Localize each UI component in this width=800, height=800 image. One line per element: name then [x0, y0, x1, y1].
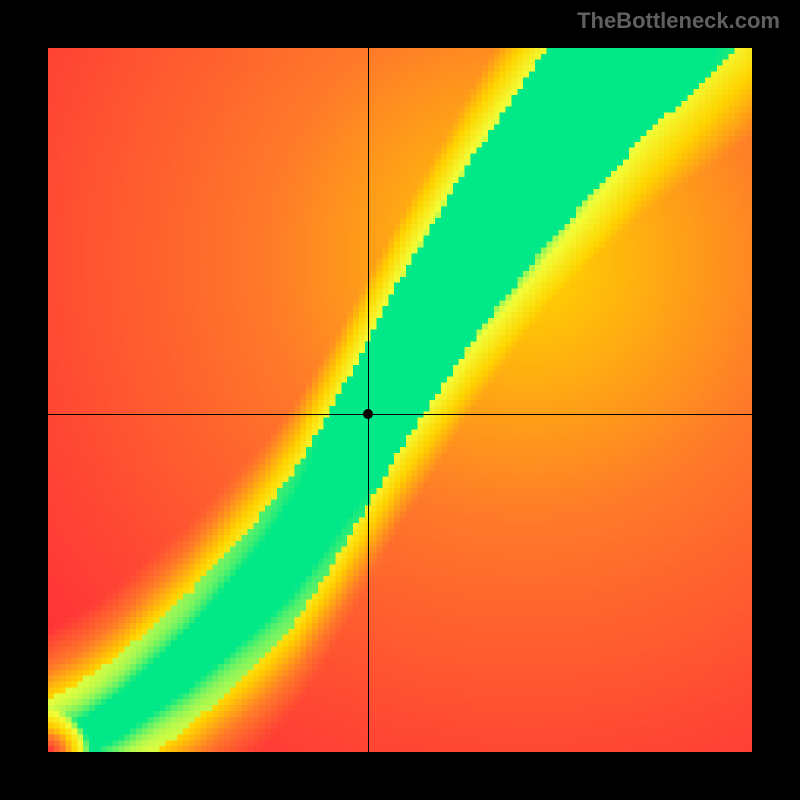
crosshair-horizontal: [48, 414, 752, 415]
crosshair-vertical: [368, 48, 369, 752]
bottleneck-heatmap: [48, 48, 752, 752]
selection-marker[interactable]: [363, 409, 373, 419]
chart-container: TheBottleneck.com: [0, 0, 800, 800]
plot-area: [48, 48, 752, 752]
watermark-text: TheBottleneck.com: [577, 8, 780, 34]
